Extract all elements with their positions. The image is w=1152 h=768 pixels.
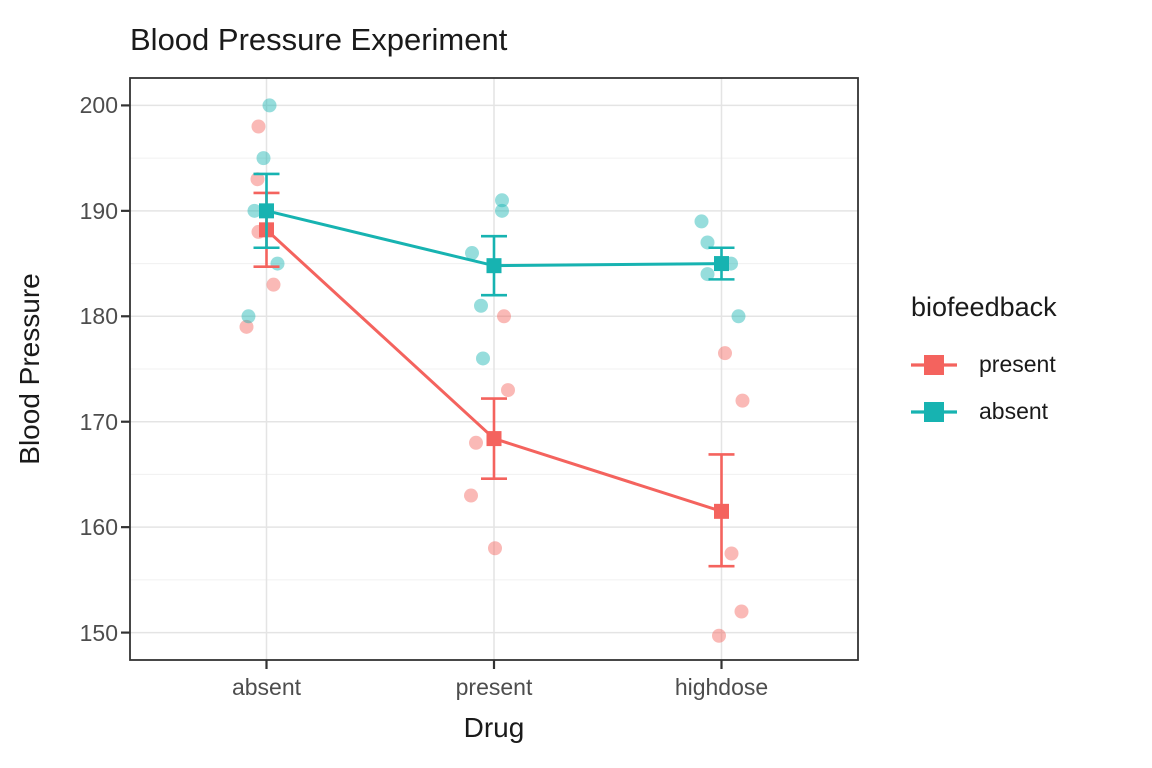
x-axis-title: Drug xyxy=(463,712,525,743)
data-point-present xyxy=(239,319,254,334)
legend-item-label: present xyxy=(979,351,1056,377)
legend-key-icon xyxy=(911,401,957,422)
data-point-present xyxy=(724,546,739,561)
y-tick-label: 190 xyxy=(79,197,118,224)
data-point-present xyxy=(735,393,750,408)
x-tick-label-present: present xyxy=(455,674,533,700)
x-tick-label-highdose: highdose xyxy=(674,674,769,700)
data-point-present xyxy=(734,604,749,619)
y-tick-label: 180 xyxy=(79,303,118,330)
mean-marker-absent xyxy=(259,203,274,219)
legend-item-present: present xyxy=(905,341,1057,388)
mean-marker-present xyxy=(486,431,502,447)
data-point-absent xyxy=(465,246,479,261)
legend-item-absent: absent xyxy=(905,388,1057,435)
data-point-absent xyxy=(495,193,509,208)
data-point-present xyxy=(251,119,266,134)
data-point-present xyxy=(718,346,732,361)
data-point-present xyxy=(266,277,281,292)
legend-key-square xyxy=(924,354,944,375)
plot-title: Blood Pressure Experiment xyxy=(130,22,508,57)
mean-marker-absent xyxy=(486,258,502,274)
x-tick-label-absent: absent xyxy=(231,674,302,700)
data-point-absent xyxy=(262,98,277,113)
data-point-present xyxy=(488,541,502,556)
legend-title: biofeedback xyxy=(911,292,1057,322)
mean-marker-present xyxy=(714,503,729,519)
y-tick-label: 200 xyxy=(79,92,118,119)
data-point-absent xyxy=(700,267,715,282)
legend-item-label: absent xyxy=(979,398,1049,424)
mean-marker-absent xyxy=(714,256,729,272)
data-point-present xyxy=(501,383,515,398)
data-point-absent xyxy=(694,214,709,229)
data-point-present xyxy=(469,435,483,450)
data-point-absent xyxy=(700,235,715,250)
y-tick-label: 150 xyxy=(79,619,118,646)
data-point-absent xyxy=(256,151,271,166)
y-axis-title: Blood Pressure xyxy=(14,273,45,465)
data-point-present xyxy=(250,172,265,187)
data-point-present xyxy=(464,488,478,503)
data-point-absent xyxy=(247,203,262,218)
data-point-absent xyxy=(731,309,746,324)
legend-items: present absent xyxy=(905,341,1057,435)
data-point-present xyxy=(497,309,511,324)
y-tick-label: 170 xyxy=(79,408,118,435)
data-point-present xyxy=(712,628,726,643)
data-point-absent xyxy=(270,256,285,271)
legend-key-square xyxy=(924,401,944,422)
data-point-absent xyxy=(495,203,509,218)
legend: biofeedback present absent xyxy=(905,292,1057,435)
legend-key-icon xyxy=(911,354,957,375)
y-tick-label: 160 xyxy=(79,514,118,541)
data-point-absent xyxy=(476,351,490,366)
data-point-absent xyxy=(474,298,488,313)
data-point-absent xyxy=(241,309,256,324)
